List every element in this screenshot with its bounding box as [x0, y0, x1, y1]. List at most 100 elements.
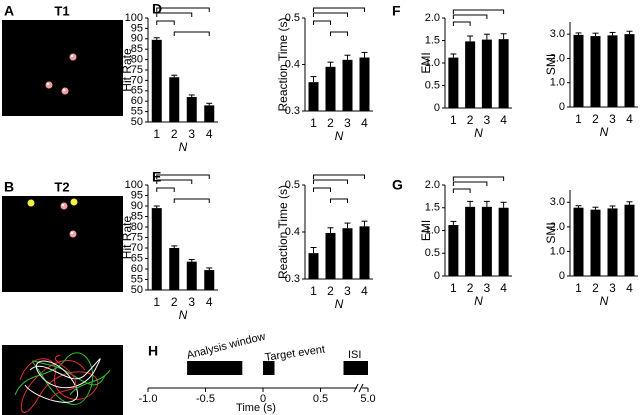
y-axis-label: SMI — [544, 222, 558, 243]
bar — [448, 225, 459, 276]
bar — [590, 209, 601, 276]
y-tick-label: 60 — [131, 263, 143, 275]
x-axis-label: N — [474, 294, 483, 308]
x-axis-label: N — [600, 125, 609, 139]
significance-bracket — [452, 188, 471, 193]
y-axis-label: Reaction Time (s) — [276, 185, 290, 279]
y-tick-label: 3.0 — [550, 196, 565, 208]
x-tick-label: 3 — [609, 281, 616, 295]
y-tick-label: 50 — [131, 116, 143, 128]
y-tick-label: 0 — [434, 102, 440, 114]
x-tick-label: 2 — [592, 281, 599, 295]
bar — [325, 66, 336, 111]
x-tick-label: 2 — [171, 295, 178, 309]
event-bar — [343, 361, 368, 375]
y-tick-label: 0 — [434, 270, 440, 282]
x-tick-label: 2 — [467, 113, 474, 127]
significance-bracket — [452, 14, 488, 19]
event-label: Analysis window — [186, 331, 267, 362]
bar — [186, 97, 197, 122]
bar — [448, 57, 459, 108]
stimulus-dots — [27, 198, 78, 238]
x-tick-label: 1 — [310, 284, 317, 298]
x-tick-label: 2 — [467, 281, 474, 295]
bar — [308, 253, 319, 279]
y-tick-label: 75 — [131, 231, 143, 243]
bar — [498, 39, 509, 108]
x-tick-label: 1 — [575, 112, 582, 126]
y-tick-label: 0 — [559, 101, 565, 113]
y-tick-label: 0.4 — [285, 58, 300, 70]
x-tick-label: 5.0 — [360, 393, 375, 405]
panel-label: B — [4, 179, 14, 195]
significance-bracket — [313, 174, 365, 179]
significance-bracket — [452, 176, 505, 181]
bar — [607, 208, 618, 276]
y-tick-label: 2.0 — [425, 179, 440, 191]
x-tick-label: 1 — [450, 113, 457, 127]
bar — [325, 232, 336, 279]
x-tick-label: 1 — [153, 295, 160, 309]
panel-label: H — [148, 343, 158, 359]
bar — [186, 261, 197, 290]
panel-label: G — [392, 177, 403, 193]
y-axis-label: Reaction Time (s) — [276, 17, 290, 111]
x-tick-label: 3 — [344, 116, 351, 130]
y-axis-label: Hit Rate — [120, 48, 134, 92]
significance-bracket — [313, 7, 365, 12]
x-tick-label: 4 — [206, 127, 213, 141]
x-tick-label: 1 — [450, 281, 457, 295]
x-tick-label: 3 — [188, 127, 195, 141]
significance-bracket — [330, 31, 348, 36]
y-tick-label: 0 — [559, 270, 565, 282]
y-tick-label: 0.4 — [285, 226, 300, 238]
y-axis-label: SMI — [544, 54, 558, 75]
x-tick-label: -0.5 — [196, 393, 215, 405]
bar — [481, 206, 492, 276]
x-tick-label: -1.0 — [139, 393, 158, 405]
y-tick-label: 90 — [131, 200, 143, 212]
x-axis-label: N — [179, 140, 188, 154]
x-tick-label: 4 — [626, 281, 633, 295]
x-axis-label: N — [474, 126, 483, 140]
x-tick-label: 4 — [361, 116, 368, 130]
bar — [607, 35, 618, 107]
y-tick-label: 95 — [131, 22, 143, 34]
bar — [573, 34, 584, 107]
stimulus-title: T2 — [54, 179, 69, 194]
panel-label: A — [4, 3, 14, 19]
stimulus-screen — [2, 196, 123, 292]
x-axis-label: N — [179, 308, 188, 322]
y-tick-label: 2.0 — [550, 52, 565, 64]
significance-bracket — [156, 187, 175, 192]
panel-label: F — [392, 3, 401, 19]
y-tick-label: 100 — [125, 179, 143, 191]
x-tick-label: 4 — [500, 281, 507, 295]
x-tick-label: 3 — [188, 295, 195, 309]
x-tick-label: 3 — [609, 112, 616, 126]
bar — [590, 36, 601, 108]
x-tick-label: 3 — [484, 281, 491, 295]
x-axis-label: N — [335, 129, 344, 143]
y-tick-label: 75 — [131, 64, 143, 76]
y-tick-label: 95 — [131, 189, 143, 201]
stimulus-screen — [2, 20, 123, 116]
x-tick-label: 4 — [361, 284, 368, 298]
y-tick-label: 1.5 — [425, 202, 440, 214]
x-axis-label: N — [335, 297, 344, 311]
y-tick-label: 1.0 — [550, 245, 565, 257]
significance-bracket — [452, 181, 488, 186]
y-tick-label: 80 — [131, 54, 143, 66]
y-axis-label: EMI — [419, 220, 433, 241]
bar — [624, 204, 635, 276]
x-axis-label: N — [600, 294, 609, 308]
y-tick-label: 85 — [131, 43, 143, 55]
stimulus-dots — [45, 53, 77, 95]
y-tick-label: 65 — [131, 252, 143, 264]
y-tick-label: 55 — [131, 273, 143, 285]
y-tick-label: 2.0 — [550, 221, 565, 233]
significance-bracket — [313, 12, 348, 17]
event-label: Target event — [264, 344, 326, 364]
significance-bracket — [313, 20, 331, 25]
